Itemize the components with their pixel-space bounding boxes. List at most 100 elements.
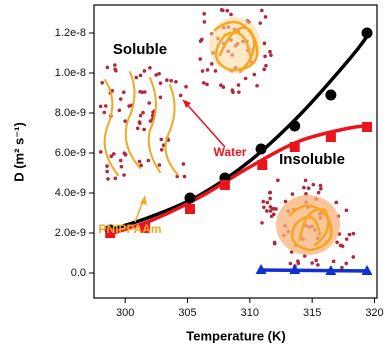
water-dot — [105, 164, 109, 168]
x-tick-label: 315 — [303, 307, 321, 319]
y-tick-label: 1.2e-8 — [55, 27, 86, 39]
water-dot — [137, 120, 142, 124]
y-tick-label: 8.0e-9 — [55, 107, 86, 119]
water-dot — [201, 81, 206, 85]
water-dot — [319, 186, 323, 191]
water-dot — [283, 199, 288, 204]
point — [219, 180, 230, 190]
water-dot — [351, 255, 356, 259]
water-dot — [243, 76, 248, 81]
point — [325, 132, 336, 142]
fit-line — [105, 31, 371, 233]
point — [184, 192, 196, 204]
water-dot — [113, 176, 118, 181]
point — [105, 228, 116, 238]
water-dot — [221, 85, 226, 89]
water-dot — [205, 68, 210, 72]
x-tick-label: 300 — [116, 307, 134, 319]
water-dot — [314, 258, 318, 263]
point — [257, 160, 268, 170]
water-dot — [118, 97, 123, 101]
point — [361, 27, 373, 39]
water-dot — [331, 259, 336, 264]
water-dot — [100, 80, 104, 85]
water-dot — [260, 8, 264, 13]
water-dot — [347, 232, 352, 237]
water-dot — [119, 164, 124, 169]
water-dot — [157, 72, 161, 76]
water-dot — [165, 78, 169, 82]
water-dot — [121, 90, 126, 95]
point — [325, 89, 337, 101]
water-dot — [236, 83, 241, 87]
annotation: Insoluble — [279, 151, 345, 168]
water-dot — [261, 199, 266, 204]
water-dot — [159, 137, 164, 142]
water-dot — [220, 8, 225, 13]
point — [140, 223, 151, 233]
water-dot — [311, 182, 316, 187]
water-dot — [268, 196, 272, 201]
fit-line — [105, 124, 370, 237]
fit-line — [259, 268, 370, 273]
water-dot — [344, 208, 349, 213]
water-dot — [340, 265, 344, 270]
polymer-strand — [147, 77, 161, 173]
water-dot — [138, 113, 143, 118]
water-dot — [113, 67, 117, 72]
water-dot — [316, 190, 321, 195]
water-dot — [268, 205, 273, 209]
water-dot — [303, 178, 308, 183]
water-dot — [209, 62, 214, 66]
water-dot — [304, 191, 308, 196]
polymer-strand — [218, 26, 256, 74]
water-dot — [141, 110, 145, 115]
water-dot — [288, 261, 293, 266]
water-dot — [264, 63, 268, 68]
water-dot — [302, 185, 306, 190]
annotation: PNIPPAAm — [98, 222, 161, 236]
water-dot — [306, 186, 311, 190]
water-dot — [161, 143, 166, 148]
arrow-head — [140, 196, 147, 205]
water-dot — [105, 65, 110, 70]
water-dot — [316, 263, 320, 267]
y-tick-label: 2.0e-9 — [55, 227, 86, 239]
annotation: Water — [214, 145, 247, 159]
y-tick-label: 1.0e-8 — [55, 67, 86, 79]
water-dot — [231, 90, 235, 94]
water-dot — [181, 162, 186, 166]
water-dot — [225, 8, 230, 13]
water-dot — [158, 95, 163, 100]
water-dot — [268, 209, 273, 213]
water-dot — [198, 39, 203, 43]
water-dot — [202, 12, 207, 16]
water-dot — [102, 110, 107, 115]
arrow-head — [183, 100, 191, 108]
water-dot — [340, 244, 345, 248]
water-dot — [205, 82, 209, 87]
y-tick-label: 6.0e-9 — [55, 147, 86, 159]
point — [289, 264, 301, 274]
x-tick-label: 320 — [365, 307, 383, 319]
water-dot — [252, 72, 257, 77]
point — [184, 204, 195, 214]
water-dot — [148, 65, 152, 70]
point — [289, 120, 301, 132]
polymer-strand — [103, 79, 119, 176]
x-tick-label: 305 — [178, 307, 196, 319]
water-dot — [274, 207, 278, 211]
point — [255, 264, 267, 274]
water-dot — [147, 101, 152, 105]
water-dot — [262, 67, 266, 72]
water-dot — [134, 75, 139, 80]
water-dot — [158, 81, 163, 85]
y-axis-label: D (m² s⁻¹) — [11, 122, 26, 182]
water-dot — [154, 73, 158, 77]
water-arrow — [182, 99, 226, 148]
plot-frame — [93, 4, 378, 299]
water-dot — [127, 104, 131, 108]
polymer-strand — [164, 84, 179, 176]
water-dot — [106, 177, 110, 181]
